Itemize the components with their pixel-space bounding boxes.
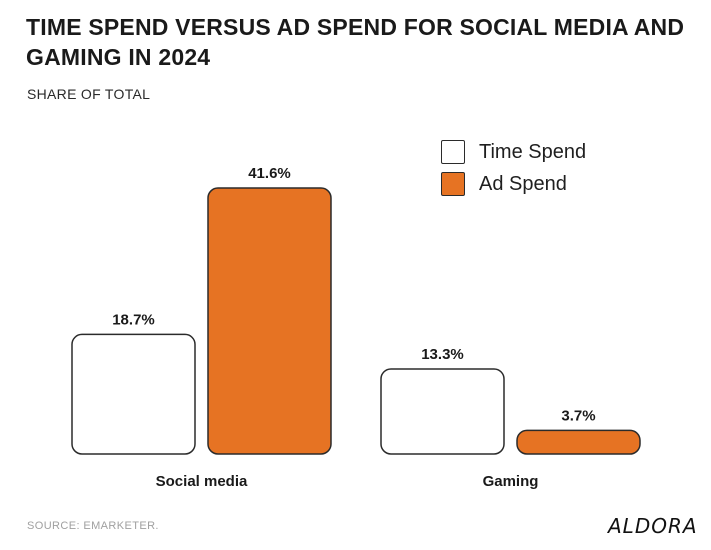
bar-gaming-time-spend: [380, 368, 505, 455]
legend-label-time-spend: Time Spend: [479, 140, 587, 163]
data-label-gaming-ad-spend: 3.7%: [561, 407, 595, 424]
data-label-social-media-ad-spend: 41.6%: [248, 165, 291, 182]
brand-logo: ALDORA: [608, 514, 698, 538]
bar-social-media-time-spend: [71, 333, 196, 455]
data-label-gaming-time-spend: 13.3%: [421, 346, 464, 363]
bar-gaming-ad-spend: [516, 429, 641, 455]
legend-label-ad-spend: Ad Spend: [479, 172, 567, 195]
legend-swatch-time-spend: [441, 140, 465, 164]
bar-social-media-ad-spend: [207, 187, 332, 455]
legend-item-time-spend: Time Spend: [441, 136, 586, 168]
category-label-social-media: Social media: [156, 473, 248, 490]
source-note: SOURCE: EMARKETER.: [27, 520, 159, 532]
legend-swatch-ad-spend: [441, 172, 465, 196]
legend: Time Spend Ad Spend: [441, 136, 586, 200]
legend-item-ad-spend: Ad Spend: [441, 168, 586, 200]
chart-title: TIME SPEND VERSUS AD SPEND FOR SOCIAL ME…: [26, 14, 685, 70]
chart-subtitle: SHARE OF TOTAL: [27, 86, 151, 102]
category-label-gaming: Gaming: [483, 473, 539, 490]
data-label-social-media-time-spend: 18.7%: [112, 311, 155, 328]
